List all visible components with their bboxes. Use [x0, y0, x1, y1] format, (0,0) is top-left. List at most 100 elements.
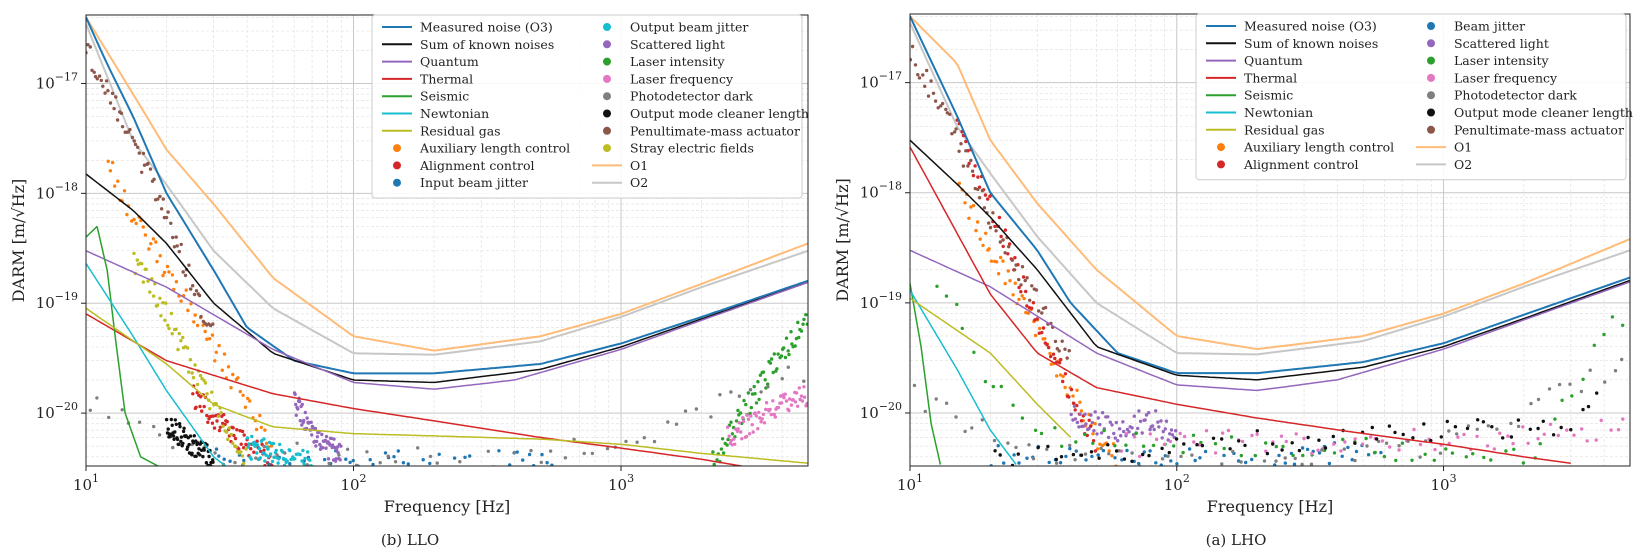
data-point	[264, 441, 269, 445]
data-point	[421, 458, 425, 462]
data-point	[1121, 420, 1125, 424]
data-point	[1154, 409, 1158, 413]
x-tick-label: 102	[1164, 472, 1190, 494]
legend-label: Residual gas	[420, 123, 501, 138]
data-point	[1055, 374, 1059, 378]
data-point	[116, 179, 120, 183]
data-point	[1060, 339, 1064, 343]
data-point	[1156, 420, 1160, 424]
data-point	[1138, 454, 1142, 459]
data-point	[1160, 446, 1164, 451]
data-point	[300, 459, 304, 463]
data-point	[1141, 444, 1146, 448]
data-point	[1174, 437, 1179, 441]
data-point	[1081, 424, 1086, 428]
data-point	[90, 68, 94, 73]
data-point	[916, 73, 920, 77]
data-point	[1198, 456, 1202, 460]
data-point	[258, 449, 263, 453]
data-point	[796, 404, 800, 408]
data-point	[1075, 388, 1079, 392]
legend-entry-seismic: Seismic	[382, 89, 469, 104]
data-point	[181, 441, 185, 446]
legend-label: O2	[1454, 157, 1472, 172]
data-point	[183, 273, 188, 278]
data-point	[957, 181, 962, 185]
data-point	[211, 322, 215, 326]
data-point	[984, 231, 988, 235]
data-point	[334, 457, 338, 461]
legend-entry-quantum: Quantum	[1206, 53, 1303, 68]
series-laser-frequency	[1119, 417, 1625, 459]
data-point	[296, 407, 300, 411]
data-point	[955, 302, 959, 307]
data-point	[1125, 427, 1130, 432]
data-point	[110, 91, 115, 96]
data-point	[1137, 409, 1141, 413]
data-point	[948, 112, 952, 117]
data-point	[1340, 454, 1344, 458]
data-point	[1033, 333, 1038, 338]
data-point	[789, 403, 794, 407]
data-point	[1195, 443, 1199, 447]
data-point	[1512, 447, 1516, 451]
data-point	[964, 139, 968, 144]
data-point	[1170, 433, 1175, 437]
series-line	[910, 297, 1072, 438]
series-line	[86, 23, 808, 356]
data-point	[1101, 448, 1106, 453]
data-point	[157, 433, 162, 437]
data-point	[1343, 440, 1347, 444]
x-ticks: 101 102 103	[897, 466, 1457, 494]
plot-area	[910, 15, 1630, 466]
data-point	[1411, 436, 1415, 440]
data-point	[1079, 409, 1084, 413]
data-point	[782, 346, 786, 350]
data-point	[1136, 426, 1140, 431]
data-point	[292, 470, 295, 473]
legend-entry-output-mode-cleaner-length: Output mode cleaner length	[603, 106, 809, 121]
data-point	[274, 448, 278, 453]
data-point	[734, 419, 739, 423]
data-point	[1011, 293, 1015, 297]
data-point	[255, 467, 258, 470]
data-point	[987, 221, 991, 225]
data-point	[1074, 449, 1079, 453]
data-point	[276, 461, 280, 465]
data-point	[741, 419, 746, 424]
data-point	[799, 329, 804, 333]
data-point	[472, 471, 475, 474]
data-point	[1023, 278, 1027, 283]
data-point	[216, 414, 221, 418]
data-point	[1284, 439, 1289, 444]
data-point	[1027, 443, 1031, 447]
series-line	[86, 313, 746, 466]
data-point	[793, 344, 797, 348]
data-point	[1163, 427, 1168, 431]
data-point	[95, 396, 99, 400]
data-point	[435, 461, 439, 465]
data-point	[1264, 441, 1268, 445]
data-point	[1067, 395, 1071, 399]
data-point	[198, 373, 203, 378]
panel-llo: 101 102 103 10−20 10−19 10−18 10−17 Frequency […	[9, 14, 809, 549]
data-point	[1274, 444, 1279, 449]
data-point	[1485, 444, 1490, 448]
data-point	[99, 78, 104, 83]
data-point	[257, 446, 262, 451]
data-point	[1222, 453, 1226, 458]
data-point	[1134, 431, 1138, 436]
data-point	[1008, 279, 1012, 283]
legend-label: Thermal	[1244, 70, 1297, 85]
data-point	[497, 449, 501, 453]
data-point	[170, 273, 175, 277]
data-point	[923, 84, 927, 89]
data-point	[188, 434, 193, 438]
data-point	[746, 391, 750, 395]
data-point	[997, 215, 1002, 220]
data-point	[194, 289, 199, 293]
data-point	[174, 235, 178, 239]
data-point	[783, 355, 788, 360]
data-point	[277, 457, 281, 461]
legend-entry-newtonian: Newtonian	[1206, 105, 1313, 120]
